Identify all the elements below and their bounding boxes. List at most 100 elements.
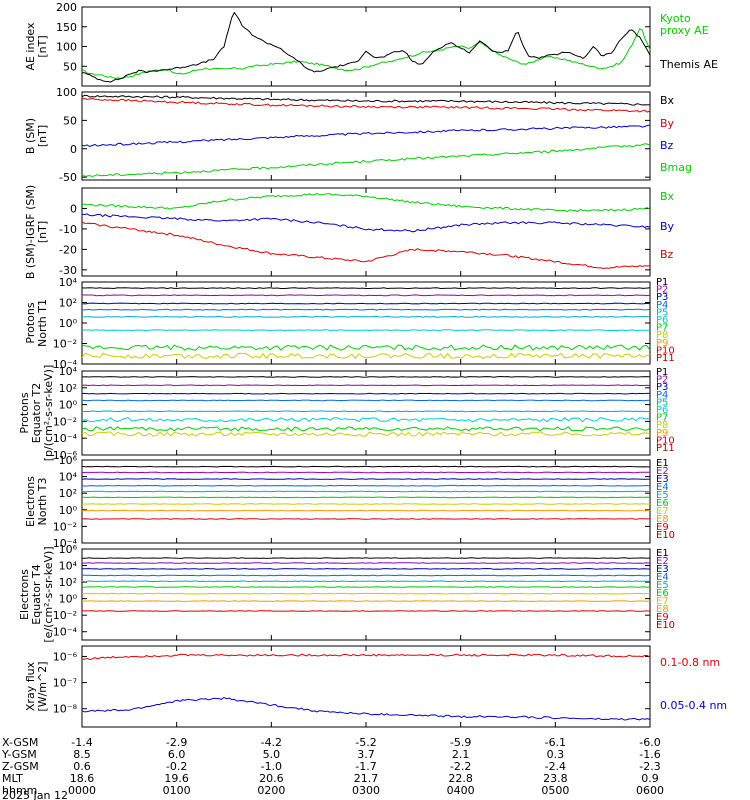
series-line-e9 — [81, 610, 651, 612]
series-line-themis-ae — [81, 11, 651, 83]
footer-value: 3.7 — [357, 748, 375, 761]
legend-item-e2: E2 — [656, 466, 669, 477]
y-tick-label: 10⁻⁸ — [53, 703, 78, 716]
legend-item-e1: E1 — [656, 458, 669, 469]
y-tick-label: 10⁻⁶ — [53, 650, 78, 663]
series-line-bmag — [81, 143, 651, 178]
y-tick-label: 10⁻⁶ — [53, 449, 78, 462]
series-line-bx — [81, 192, 651, 213]
series-line-e8 — [81, 600, 651, 602]
y-axis-label: North T3 — [36, 478, 49, 526]
legend-item-0-05-0-4-nm: 0.05-0.4 nm — [660, 699, 727, 712]
y-tick-label: 10⁻⁴ — [53, 358, 78, 371]
panel-frame — [81, 645, 651, 728]
legend-item-p2: P2 — [656, 375, 668, 386]
legend-item-p9: P9 — [656, 428, 668, 439]
footer-value: 0300 — [352, 784, 380, 797]
panel-electrons_equator: 10⁶ 10⁴ 10² 10⁰ 10⁻² 10⁻⁴ Electrons Equator T4[… — [18, 543, 675, 643]
legend-item-p2: P2 — [656, 285, 668, 296]
y-axis-label: Electrons — [18, 569, 31, 620]
y-tick-label: 0 — [70, 143, 77, 156]
legend-item-p11: P11 — [656, 443, 675, 454]
footer-row-label: X-GSM — [2, 736, 38, 749]
legend-item-p11: P11 — [656, 353, 675, 364]
footer-value: -0.2 — [166, 760, 187, 773]
series-line-p5 — [81, 315, 651, 318]
y-tick-label: 10⁻⁴ — [53, 432, 78, 445]
y-tick-label: 10⁻² — [53, 415, 77, 428]
series-line-e5 — [81, 580, 651, 583]
series-line-p1 — [81, 375, 651, 378]
footer-row-label: MLT — [2, 772, 23, 785]
legend-item-e3: E3 — [656, 474, 669, 485]
footer-value: -1.7 — [355, 760, 376, 773]
series-line-p5 — [81, 410, 651, 413]
y-tick-label: 10⁶ — [59, 454, 78, 467]
panel-frame — [81, 91, 651, 181]
y-tick-label: 10⁴ — [59, 276, 78, 289]
legend-item-bx: Bx — [660, 94, 675, 107]
series-line-e1 — [82, 557, 651, 559]
footer-value: -5.2 — [355, 736, 376, 749]
y-axis-label: AE index — [24, 22, 37, 71]
legend-item-e7: E7 — [656, 596, 669, 607]
footer-row-label: Y-GSM — [1, 748, 37, 761]
series-line-e2 — [81, 562, 651, 564]
footer-value: 2.1 — [452, 748, 470, 761]
legend-item-e10: E10 — [656, 620, 675, 631]
footer-value: 0600 — [636, 784, 664, 797]
series-line-p2 — [81, 294, 651, 297]
footer-value: -1.0 — [261, 760, 282, 773]
footer-value: 22.8 — [448, 772, 473, 785]
legend-item-e2: E2 — [656, 556, 669, 567]
panel-protons_equator: 10⁴ 10² 10⁰ 10⁻² 10⁻⁴ 10⁻⁶ Protons Equator T2 [p… — [18, 365, 675, 462]
series-line-by — [81, 213, 651, 233]
series-line-bx — [81, 94, 651, 106]
legend-item-e9: E9 — [656, 612, 669, 623]
footer-value: 0100 — [163, 784, 191, 797]
y-tick-label: 10⁴ — [59, 471, 78, 484]
footer-value: 20.6 — [259, 772, 284, 785]
panel-protons_north: 10⁴ 10² 10⁰ 10⁻² 10⁻⁴ Protons North T1 P1P2P3P4… — [24, 276, 675, 371]
series-line-p8 — [81, 431, 651, 437]
legend-item-p7: P7 — [656, 413, 668, 424]
y-tick-label: 10⁰ — [59, 593, 78, 606]
series-line-p2 — [81, 384, 651, 387]
series-line-p4 — [81, 399, 651, 402]
footer-value: -2.4 — [545, 760, 566, 773]
footer-value: 23.8 — [543, 772, 568, 785]
legend-item-p7: P7 — [656, 323, 668, 334]
y-axis-label: Protons — [24, 302, 37, 343]
footer-value: -2.9 — [166, 736, 187, 749]
y-axis-label: [e/(cm²-s-sr-keV)] — [42, 546, 55, 642]
legend-item-p1: P1 — [656, 277, 668, 288]
series-line-kyoto-proxy-ae — [81, 28, 651, 79]
legend-item-kyoto: Kyoto — [660, 12, 691, 25]
legend-item-p5: P5 — [656, 397, 668, 408]
legend-item-p5: P5 — [656, 307, 668, 318]
y-axis-label: [W/m^2] — [36, 661, 49, 711]
footer-value: 0000 — [68, 784, 96, 797]
y-axis-label: [nT] — [36, 35, 49, 57]
legend-item-p9: P9 — [656, 338, 668, 349]
footer-value: 8.5 — [73, 748, 91, 761]
y-tick-label: 10² — [59, 297, 77, 310]
legend-item-e1: E1 — [656, 548, 669, 559]
series-line-e7 — [81, 592, 651, 595]
y-tick-label: 0 — [70, 202, 77, 215]
legend-item-e3: E3 — [656, 564, 669, 575]
legend-item-e8: E8 — [656, 604, 669, 615]
legend-item-by: By — [660, 220, 675, 233]
y-tick-label: 10⁻⁴ — [53, 626, 78, 639]
panel-b_igrf: 0 -10 -20 -30 B (SM)-IGRF (SM) [nT] Bx By Bz — [24, 185, 675, 279]
footer-value: -1.4 — [71, 736, 92, 749]
y-tick-label: 100 — [56, 41, 77, 54]
series-line-p8 — [81, 352, 651, 360]
legend-item-0-1-0-8-nm: 0.1-0.8 nm — [660, 656, 720, 669]
panel-frame — [81, 281, 651, 365]
footer-value: 5.0 — [263, 748, 281, 761]
series-line-e3 — [82, 567, 651, 570]
y-axis-label: [nT] — [36, 221, 49, 243]
